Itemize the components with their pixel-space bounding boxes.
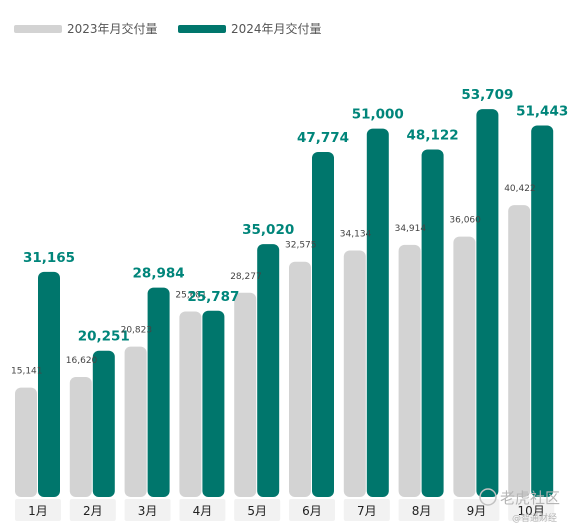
tick-label-9月: 9月 xyxy=(467,504,487,518)
data-label-2023-8月: 34,914 xyxy=(395,224,427,234)
bar-2023-9月 xyxy=(453,236,476,498)
data-label-2024-8月: 48,122 xyxy=(407,127,459,143)
tick-box-8月 xyxy=(398,499,445,521)
tick-label-2月: 2月 xyxy=(83,504,103,518)
legend-label-2023: 2023年月交付量 xyxy=(67,21,158,36)
data-label-2023-1月: 15,141 xyxy=(11,367,43,377)
watermark-subtext: @智通财经 xyxy=(512,512,557,524)
data-label-2024-6月: 47,774 xyxy=(297,130,349,146)
legend: 2023年月交付量 2024年月交付量 xyxy=(14,21,322,36)
tick-box-2月 xyxy=(69,499,116,521)
data-label-2023-7月: 34,134 xyxy=(340,229,372,239)
data-label-2024-1月: 31,165 xyxy=(23,250,75,266)
bar-2024-1月 xyxy=(38,271,60,497)
data-label-2024-4月: 25,787 xyxy=(187,289,239,305)
bar-2023-7月 xyxy=(343,250,366,497)
data-label-2024-7月: 51,000 xyxy=(352,107,404,123)
bar-2024-6月 xyxy=(312,151,334,497)
x-axis-ticks: 1月 2月 3月 4月 5月 6月 7月 8月 9月 10月 xyxy=(15,499,555,521)
data-label-2023-5月: 28,277 xyxy=(230,272,262,282)
watermark-text: 老虎社区 xyxy=(500,489,560,507)
tick-label-10月: 10月 xyxy=(518,504,545,518)
data-label-2023-10月: 40,422 xyxy=(504,184,536,194)
tick-label-3月: 3月 xyxy=(138,504,158,518)
tick-box-1月 xyxy=(15,499,61,521)
tick-box-4月 xyxy=(179,499,226,521)
legend-label-2024: 2024年月交付量 xyxy=(231,21,322,36)
bar-2024-3月 xyxy=(147,287,170,497)
data-label-2023-9月: 36,060 xyxy=(449,216,481,226)
bar-2023-10月 xyxy=(508,205,531,497)
tick-box-3月 xyxy=(124,499,171,521)
tick-box-10月 xyxy=(508,499,555,521)
watermark-logo-icon xyxy=(479,488,497,506)
bar-2023-1月 xyxy=(15,387,37,497)
bar-2023-5月 xyxy=(234,292,257,497)
data-label-2023-4月: 25,681 xyxy=(175,291,207,301)
tick-label-1月: 1月 xyxy=(28,504,48,518)
bar-2023-6月 xyxy=(289,261,311,497)
bar-2024-7月 xyxy=(366,128,389,497)
bar-2023-8月 xyxy=(398,244,421,497)
data-label-2024-5月: 35,020 xyxy=(242,222,294,238)
legend-swatch-2024 xyxy=(178,25,226,33)
bar-2023-2月 xyxy=(69,376,92,497)
tick-box-6月 xyxy=(289,499,335,521)
tick-label-7月: 7月 xyxy=(357,504,377,518)
bar-2024-9月 xyxy=(476,109,499,497)
tick-box-7月 xyxy=(343,499,390,521)
bar-2024-5月 xyxy=(257,244,280,497)
tick-label-8月: 8月 xyxy=(412,504,432,518)
data-label-2024-2月: 20,251 xyxy=(78,329,130,345)
bar-2023-3月 xyxy=(124,346,147,497)
tick-label-4月: 4月 xyxy=(193,504,213,518)
bar-2024-10月 xyxy=(531,125,554,497)
data-label-2024-9月: 53,709 xyxy=(461,87,513,103)
bar-2023-4月 xyxy=(179,311,202,497)
tick-label-5月: 5月 xyxy=(247,504,267,518)
tick-label-6月: 6月 xyxy=(302,504,322,518)
bars-group xyxy=(15,109,554,498)
data-label-2023-3月: 20,823 xyxy=(121,326,153,336)
data-label-2023-6月: 32,575 xyxy=(285,241,317,251)
tick-box-5月 xyxy=(234,499,281,521)
bar-2024-4月 xyxy=(202,310,225,497)
bar-2024-8月 xyxy=(421,149,444,498)
data-label-2024-10月: 51,443 xyxy=(516,103,568,119)
watermark: 老虎社区 @智通财经 xyxy=(479,488,560,524)
data-label-2024-3月: 28,984 xyxy=(133,266,185,282)
data-label-2023-2月: 16,620 xyxy=(66,356,98,366)
bar-2024-2月 xyxy=(92,350,115,497)
legend-swatch-2023 xyxy=(14,25,62,33)
